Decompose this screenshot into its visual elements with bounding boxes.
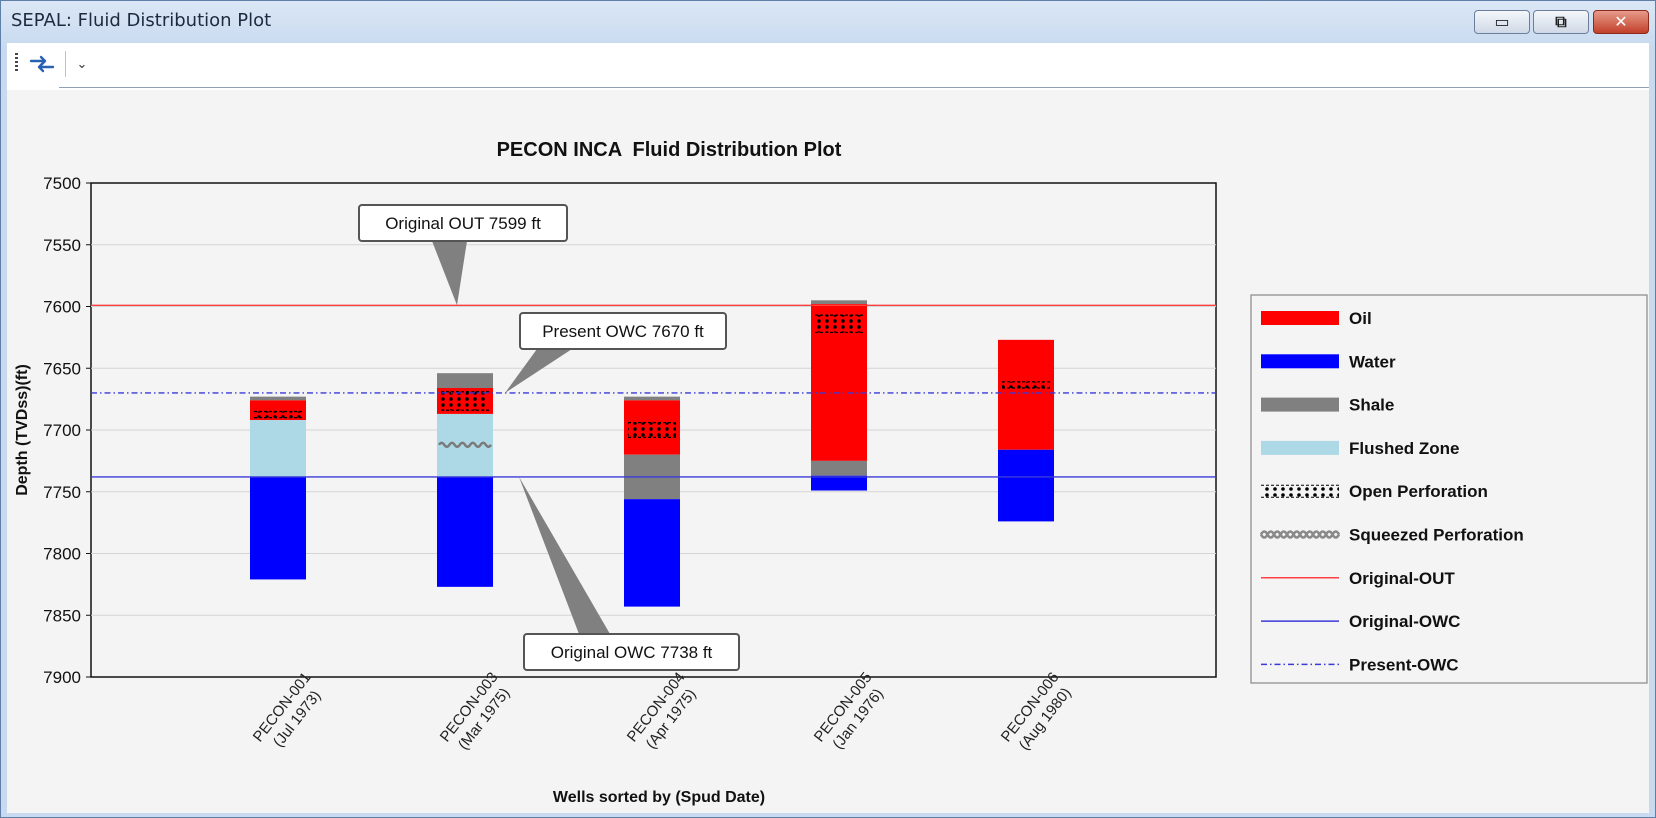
water-segment: [250, 476, 306, 580]
water-segment: [811, 475, 867, 491]
swap-arrows-icon-glyph: [29, 55, 55, 73]
minimize-button[interactable]: ▭: [1474, 10, 1530, 34]
oil-segment: [998, 339, 1054, 450]
legend-swatch-squeezed-perforation: [1259, 530, 1341, 539]
y-tick-label: 7650: [43, 359, 81, 378]
callout-box: [523, 633, 740, 671]
legend-swatch-open-perforation: [1261, 485, 1339, 498]
open-perforation: [1002, 381, 1050, 389]
x-tick-label: PECON-005(Jan 1976): [811, 669, 887, 752]
toolbar-grip[interactable]: [15, 53, 18, 73]
title-bar[interactable]: SEPAL: Fluid Distribution Plot ▭ ⧉ ✕: [1, 1, 1655, 43]
water-segment: [998, 449, 1054, 522]
shale-segment: [624, 396, 680, 401]
shale-segment: [811, 300, 867, 305]
shale-segment: [811, 460, 867, 476]
legend-label: Flushed Zone: [1349, 439, 1460, 458]
y-tick-label: 7750: [43, 483, 81, 502]
callout-box: [358, 204, 568, 242]
flushed-segment: [250, 420, 306, 477]
x-tick-label: PECON-004(Apr 1975): [624, 669, 700, 752]
toolbar: ⌄: [7, 43, 1649, 89]
client-area: ⌄ Original OUT 7599 ft Present OWC 7670 f…: [7, 43, 1649, 813]
legend-swatch-oil: [1261, 311, 1339, 325]
y-axis-label: Depth (TVDss)(ft): [14, 364, 31, 496]
legend-label: Water: [1349, 352, 1396, 371]
restore-button[interactable]: ⧉: [1533, 10, 1589, 34]
callout-box: [519, 312, 727, 350]
y-tick-label: 7800: [43, 545, 81, 564]
close-button[interactable]: ✕: [1593, 10, 1649, 34]
toolbar-divider: [59, 87, 1649, 88]
y-tick-label: 7900: [43, 668, 81, 687]
chart-title: PECON INCA Fluid Distribution Plot: [497, 139, 842, 161]
open-perforation: [441, 391, 489, 411]
legend-label: Shale: [1349, 396, 1394, 415]
legend-label: Original-OWC: [1349, 612, 1460, 631]
toolbar-separator: [65, 51, 66, 77]
close-icon: ✕: [1614, 12, 1628, 31]
legend-label: Oil: [1349, 309, 1372, 328]
legend-label: Present-OWC: [1349, 655, 1459, 674]
callout-label: Original OWC 7738 ft: [551, 643, 713, 662]
open-perforation: [815, 315, 863, 333]
legend-label: Open Perforation: [1349, 482, 1488, 501]
fluid-distribution-chart: Original OUT 7599 ft Present OWC 7670 ft O…: [14, 139, 1648, 806]
swap-arrows-icon[interactable]: [27, 49, 57, 79]
toolbar-overflow-button[interactable]: ⌄: [76, 57, 88, 72]
open-perforation: [254, 411, 302, 418]
callout-pointer: [432, 241, 467, 306]
minimize-icon: ▭: [1494, 12, 1510, 31]
legend-label: Original-OUT: [1349, 569, 1455, 588]
window-title: SEPAL: Fluid Distribution Plot: [11, 10, 272, 31]
y-tick-label: 7700: [43, 421, 81, 440]
y-tick-label: 7600: [43, 298, 81, 317]
callout-label: Original OUT 7599 ft: [385, 214, 541, 233]
water-segment: [437, 476, 493, 587]
legend-swatch-shale: [1261, 397, 1339, 412]
open-perforation: [628, 422, 676, 438]
y-tick-label: 7500: [43, 174, 81, 193]
y-tick-label: 7850: [43, 606, 81, 625]
y-tick-label: 7550: [43, 236, 81, 255]
shale-segment: [437, 373, 493, 389]
callout-pointer: [505, 349, 572, 393]
legend-swatch-flushed: [1261, 440, 1339, 455]
chart-area: Original OUT 7599 ft Present OWC 7670 ft O…: [7, 90, 1649, 813]
squeezed-perforation: [437, 441, 493, 448]
x-tick-label: PECON-001(Jul 1973): [250, 669, 325, 750]
restore-icon: ⧉: [1555, 12, 1567, 31]
legend-label: Squeezed Perforation: [1349, 526, 1524, 545]
x-tick-label: PECON-003(Mar 1975): [437, 669, 514, 753]
x-tick-label: PECON-006(Aug 1980): [998, 669, 1075, 753]
shale-segment: [250, 396, 306, 401]
x-axis-label: Wells sorted by (Spud Date): [553, 789, 765, 806]
legend-swatch-water: [1261, 354, 1339, 369]
water-segment: [624, 499, 680, 607]
callout-label: Present OWC 7670 ft: [542, 322, 704, 341]
